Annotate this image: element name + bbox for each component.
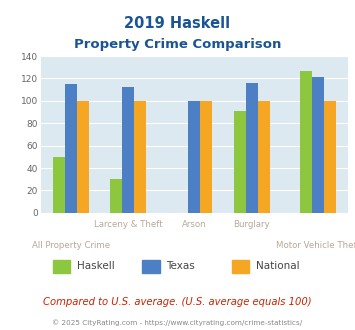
Bar: [142, 260, 160, 273]
Text: Property Crime Comparison: Property Crime Comparison: [74, 38, 281, 51]
Text: All Property Crime: All Property Crime: [32, 241, 110, 249]
Bar: [53, 157, 65, 213]
Text: Compared to U.S. average. (U.S. average equals 100): Compared to U.S. average. (U.S. average …: [43, 297, 312, 307]
Text: Texas: Texas: [166, 261, 195, 272]
Bar: [135, 101, 146, 213]
Bar: [324, 101, 336, 213]
Text: © 2025 CityRating.com - https://www.cityrating.com/crime-statistics/: © 2025 CityRating.com - https://www.city…: [53, 319, 302, 326]
Text: Arson: Arson: [182, 220, 207, 229]
Bar: [200, 101, 212, 213]
Bar: [122, 87, 135, 213]
Bar: [258, 101, 270, 213]
Bar: [53, 260, 70, 273]
Bar: [189, 101, 200, 213]
Text: National: National: [256, 261, 299, 272]
Bar: [312, 77, 324, 213]
Bar: [65, 84, 77, 213]
Bar: [232, 260, 250, 273]
Text: Haskell: Haskell: [77, 261, 115, 272]
Bar: [300, 71, 312, 213]
Bar: [77, 101, 89, 213]
Text: Burglary: Burglary: [234, 220, 270, 229]
Bar: [234, 111, 246, 213]
Text: 2019 Haskell: 2019 Haskell: [125, 16, 230, 31]
Text: Motor Vehicle Theft: Motor Vehicle Theft: [276, 241, 355, 249]
Bar: [246, 83, 258, 213]
Text: Larceny & Theft: Larceny & Theft: [94, 220, 163, 229]
Bar: [110, 179, 122, 213]
